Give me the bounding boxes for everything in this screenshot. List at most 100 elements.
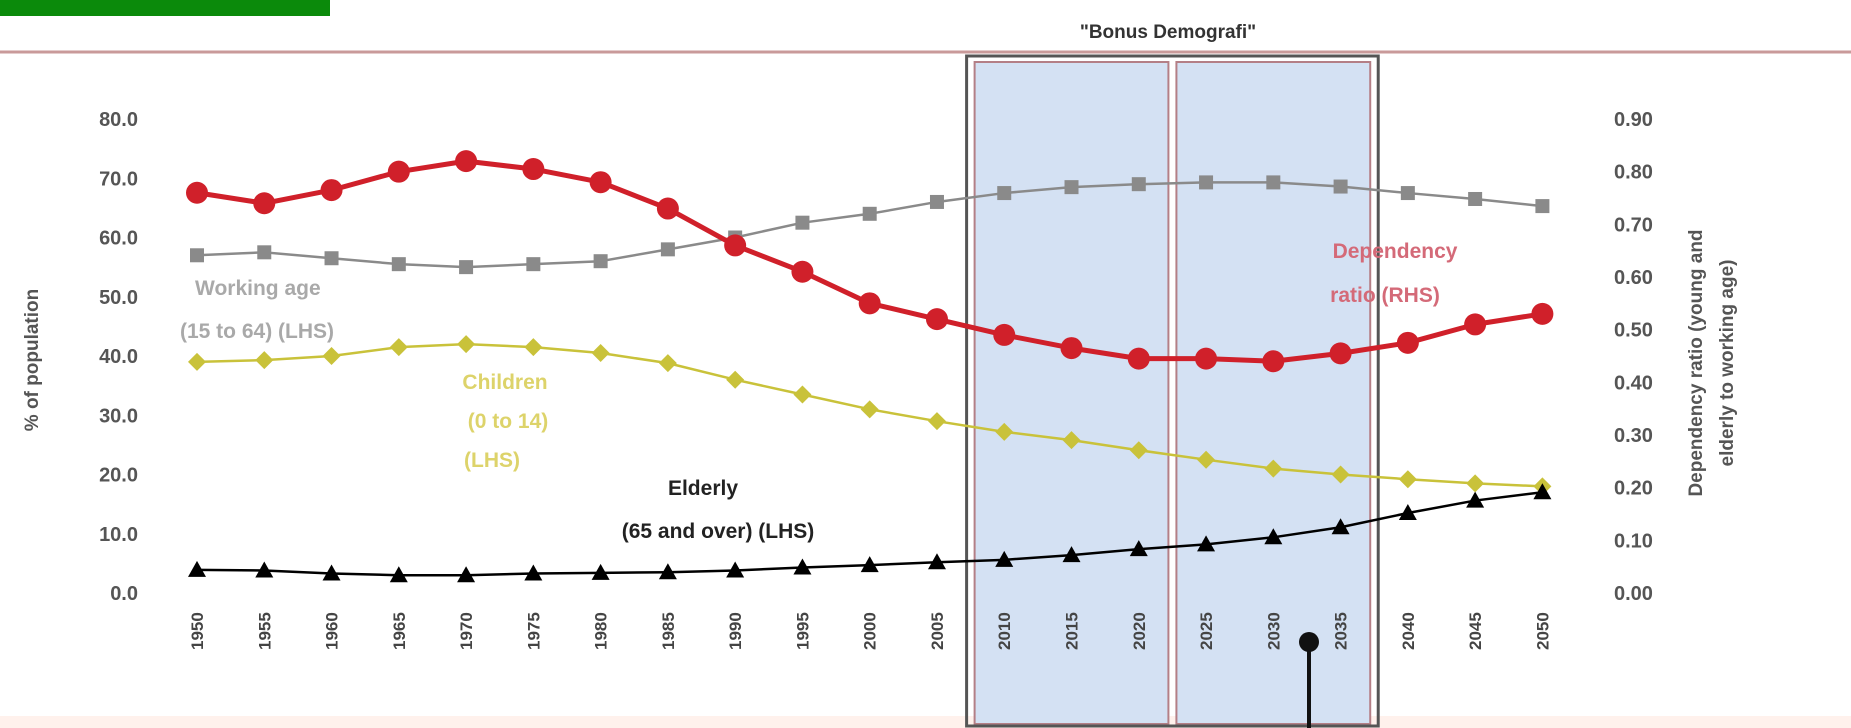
marker-working-1985 [660, 242, 675, 257]
x-tick-2025: 2025 [1197, 612, 1216, 650]
marker-dependency-2030 [1262, 350, 1285, 373]
marker-dependency-1960 [320, 179, 343, 202]
marker-elderly-1975 [524, 564, 543, 581]
highlight-box-0 [973, 61, 1170, 725]
y-left-tick-30.0: 30.0 [99, 405, 138, 427]
marker-elderly-2050 [1533, 483, 1552, 500]
marker-elderly-1955 [255, 561, 274, 578]
marker-dependency-2025 [1195, 347, 1218, 370]
x-tick-2030: 2030 [1264, 612, 1283, 650]
marker-dependency-1995 [791, 260, 814, 283]
marker-elderly-1995 [793, 558, 812, 575]
x-ticks: 1950 1955 1960 1965 1970 1975 1980 1985 1990 1995… [188, 612, 1552, 650]
marker-children-2025 [1197, 450, 1216, 469]
y-left-tick-60.0: 60.0 [99, 228, 138, 250]
marker-working-2030 [1266, 175, 1281, 190]
marker-dependency-2035 [1329, 342, 1352, 365]
y-left-tick-80.0: 80.0 [99, 109, 138, 131]
marker-children-1955 [255, 351, 274, 370]
x-tick-1965: 1965 [390, 612, 409, 650]
marker-dependency-1950 [186, 181, 208, 204]
marker-working-2035 [1333, 179, 1348, 194]
x-tick-1985: 1985 [659, 612, 678, 650]
top-accent-bar [0, 0, 330, 16]
marker-children-1975 [524, 338, 543, 357]
marker-dependency-1990 [724, 234, 747, 257]
y-left-ticks: 80.0 70.0 60.0 50.0 40.0 30.0 20.0 10.0 0.0 [99, 109, 138, 605]
y-left-axis-title: % of population [22, 289, 43, 431]
marker-dependency-2005 [925, 308, 948, 331]
marker-children-2045 [1466, 474, 1485, 493]
marker-children-2040 [1398, 470, 1417, 489]
bonus-period-frame [965, 54, 1380, 728]
marker-working-2000 [862, 206, 877, 221]
marker-working-1975 [526, 257, 541, 272]
y-right-tick-0.10: 0.10 [1614, 530, 1653, 552]
marker-working-2045 [1468, 191, 1483, 206]
marker-elderly-2025 [1197, 535, 1216, 552]
label-working-age-2: (15 to 64) (LHS) [180, 320, 334, 343]
x-tick-2035: 2035 [1332, 612, 1351, 650]
x-tick-1955: 1955 [255, 612, 274, 650]
marker-dependency-1955 [253, 192, 276, 215]
marker-dependency-2020 [1127, 347, 1150, 370]
marker-working-2010 [997, 186, 1012, 201]
x-tick-1995: 1995 [793, 612, 812, 650]
y-right-tick-0.60: 0.60 [1614, 267, 1653, 289]
label-elderly-2: (65 and over) (LHS) [622, 520, 815, 543]
y-right-axis-title-line2: elderly to working age) [1717, 260, 1738, 467]
x-tick-1980: 1980 [592, 612, 611, 650]
marker-elderly-2015 [1062, 546, 1081, 563]
marker-working-2015 [1064, 180, 1079, 195]
x-tick-2015: 2015 [1063, 612, 1082, 650]
x-tick-1950: 1950 [188, 612, 207, 650]
y-right-tick-0.70: 0.70 [1614, 214, 1653, 236]
label-elderly-1: Elderly [668, 477, 738, 500]
marker-children-1990 [726, 370, 745, 389]
marker-dependency-2010 [993, 323, 1016, 346]
marker-working-1960 [324, 251, 339, 266]
marker-working-2050 [1535, 199, 1550, 214]
marker-working-2020 [1131, 177, 1146, 192]
x-tick-1990: 1990 [726, 612, 745, 650]
marker-working-1955 [257, 245, 272, 260]
marker-children-2015 [1062, 431, 1081, 450]
label-children-1: Children [462, 371, 547, 394]
marker-children-2020 [1129, 441, 1148, 460]
marker-elderly-1950 [188, 560, 206, 577]
marker-working-2005 [929, 194, 944, 209]
marker-elderly-2020 [1129, 540, 1148, 557]
y-right-tick-0.30: 0.30 [1614, 425, 1653, 447]
x-tick-2005: 2005 [928, 612, 947, 650]
y-left-tick-50.0: 50.0 [99, 287, 138, 309]
y-right-tick-0.40: 0.40 [1614, 372, 1653, 394]
marker-working-1970 [459, 260, 474, 275]
x-tick-1960: 1960 [323, 612, 342, 650]
marker-elderly-2005 [927, 553, 946, 570]
marker-children-2010 [995, 422, 1014, 441]
pointer-dot [1299, 632, 1319, 652]
marker-children-1985 [658, 354, 677, 373]
pointer-pin [1299, 632, 1319, 728]
marker-elderly-2030 [1264, 528, 1283, 545]
marker-children-2030 [1264, 459, 1283, 478]
y-left-tick-20.0: 20.0 [99, 465, 138, 487]
x-tick-2040: 2040 [1399, 612, 1418, 650]
y-right-axis-title-line1: Dependency ratio (young and [1686, 229, 1707, 496]
chart-title: "Bonus Demografi" [1080, 22, 1256, 43]
y-left-tick-10.0: 10.0 [99, 524, 138, 546]
marker-elderly-2000 [860, 556, 879, 573]
x-tick-1970: 1970 [457, 612, 476, 650]
label-dependency-1: Dependency [1333, 240, 1458, 263]
label-children-3: (LHS) [464, 449, 520, 472]
y-right-tick-0.00: 0.00 [1614, 583, 1653, 605]
marker-dependency-2045 [1464, 313, 1487, 336]
bottom-band [0, 716, 1851, 728]
marker-children-1970 [457, 335, 476, 354]
series-layer [186, 150, 1554, 583]
y-right-tick-0.20: 0.20 [1614, 478, 1653, 500]
label-working-age-1: Working age [195, 277, 321, 300]
marker-working-1995 [795, 215, 810, 230]
marker-dependency-2050 [1531, 302, 1554, 325]
marker-elderly-2035 [1331, 518, 1350, 535]
